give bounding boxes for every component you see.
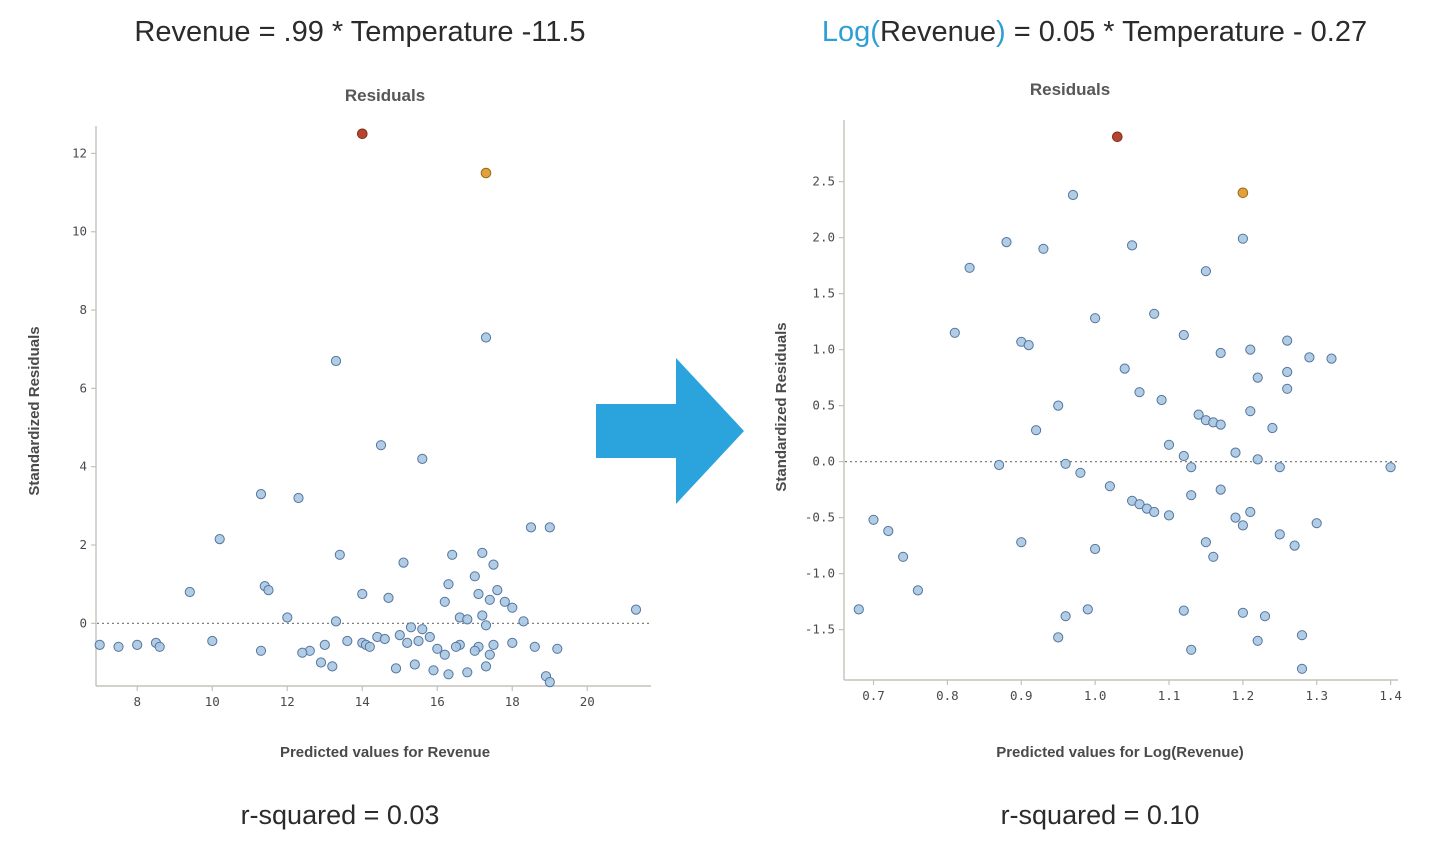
r-squared-label-right: r-squared = 0.10: [1000, 800, 1200, 830]
y-axis-label-left: Standardized Residuals: [26, 326, 43, 496]
equation-right-rest: = 0.05 * Temperature - 0.27: [1005, 16, 1368, 48]
svg-text:6: 6: [79, 380, 87, 395]
equation-right-log-open: Log(: [821, 16, 880, 48]
svg-text:1.0: 1.0: [1084, 688, 1107, 703]
svg-text:-0.5: -0.5: [805, 510, 835, 525]
x-axis-label-right: Predicted values for Log(Revenue): [996, 744, 1244, 761]
svg-text:-1.5: -1.5: [805, 622, 835, 637]
scatter-plot-left: 0 2 4 6 8 10 12 8 10 12 14 16 18 20: [72, 126, 651, 709]
svg-text:0.5: 0.5: [812, 398, 835, 413]
svg-text:0.8: 0.8: [936, 688, 959, 703]
svg-text:12: 12: [72, 145, 87, 160]
x-axis-label-left: Predicted values for Revenue: [279, 744, 491, 761]
svg-text:1.3: 1.3: [1305, 688, 1328, 703]
svg-text:2.0: 2.0: [812, 230, 835, 245]
svg-text:10: 10: [205, 694, 220, 709]
svg-text:1.4: 1.4: [1379, 688, 1402, 703]
right-arrow-shape: [596, 358, 744, 504]
svg-text:14: 14: [355, 694, 370, 709]
equation-left: Revenue = .99 * Temperature -11.5: [40, 16, 680, 49]
svg-text:20: 20: [580, 694, 595, 709]
equation-right-revenue: Revenue: [879, 16, 997, 48]
svg-text:1.2: 1.2: [1232, 688, 1255, 703]
svg-text:2: 2: [79, 537, 87, 552]
svg-text:2.5: 2.5: [812, 174, 835, 189]
svg-text:18: 18: [505, 694, 520, 709]
svg-text:4: 4: [79, 459, 87, 474]
svg-text:12: 12: [280, 694, 295, 709]
equation-right: Log(Revenue) = 0.05 * Temperature - 0.27: [755, 16, 1434, 49]
chart-title-right: Residuals: [1029, 80, 1111, 99]
svg-text:10: 10: [72, 224, 87, 239]
svg-text:0.9: 0.9: [1010, 688, 1033, 703]
svg-text:-1.0: -1.0: [805, 566, 835, 581]
svg-text:1.1: 1.1: [1158, 688, 1181, 703]
equation-right-log-close: ): [996, 16, 1006, 48]
scatter-plot-right: -1.5 -1.0 -0.5 0.0 0.5 1.0 1.5 2.0 2.5 0.7 0.8 0.9 1…: [805, 120, 1402, 703]
svg-text:16: 16: [430, 694, 445, 709]
svg-text:1.5: 1.5: [812, 286, 835, 301]
y-axis-label-right: Standardized Residuals: [773, 322, 790, 492]
equation-left-text: Revenue = .99 * Temperature -11.5: [134, 16, 586, 48]
chart-title-left: Residuals: [344, 86, 426, 105]
svg-text:0.0: 0.0: [812, 454, 835, 469]
r-squared-label-left: r-squared = 0.03: [240, 800, 440, 830]
svg-text:0.7: 0.7: [862, 688, 885, 703]
svg-text:8: 8: [133, 694, 141, 709]
svg-text:0: 0: [79, 615, 87, 630]
svg-text:8: 8: [79, 302, 87, 317]
right-arrow-icon: [596, 358, 744, 504]
svg-text:1.0: 1.0: [812, 342, 835, 357]
